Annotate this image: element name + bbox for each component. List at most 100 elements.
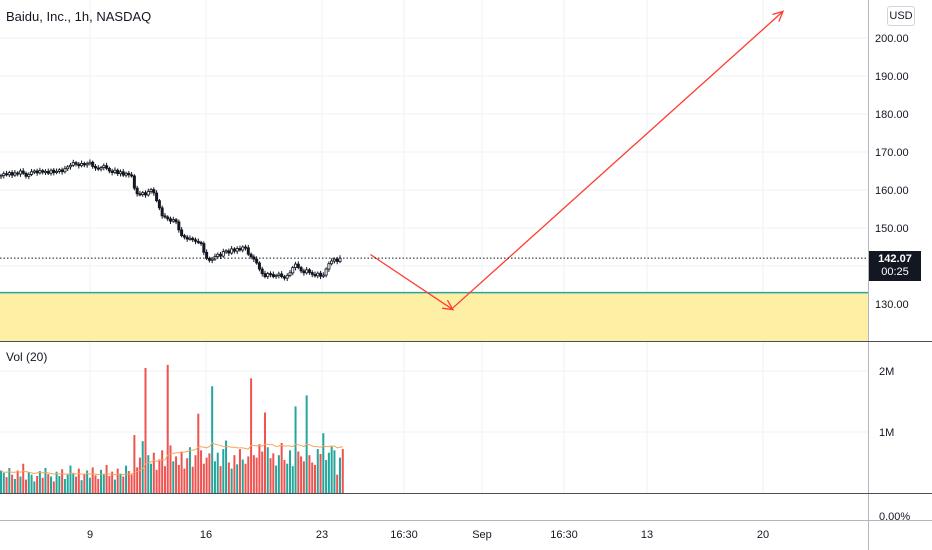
volume-bar: [30, 474, 33, 493]
candle-body: [71, 162, 75, 166]
volume-bar: [5, 477, 8, 493]
volume-bar: [197, 413, 200, 493]
volume-bar: [277, 455, 280, 493]
candle-body: [185, 236, 189, 240]
volume-bar: [191, 466, 194, 493]
candle-body: [294, 263, 298, 268]
volume-bar: [136, 467, 139, 493]
candle-body: [149, 189, 153, 192]
volume-bar: [55, 471, 58, 493]
candle-body: [130, 174, 134, 177]
candle-body: [296, 263, 300, 268]
volume-bar: [230, 468, 233, 493]
candle-body: [85, 163, 89, 166]
volume-bar: [219, 466, 222, 493]
candle-body: [57, 169, 61, 172]
volume-bar: [261, 451, 264, 493]
candle-body: [227, 250, 231, 254]
volume-bar: [311, 462, 314, 493]
candle-body: [91, 161, 95, 167]
volume-bar: [66, 474, 69, 493]
volume-bar: [105, 464, 108, 493]
candle-body: [118, 171, 122, 175]
volume-bar: [94, 475, 97, 493]
candle-body: [249, 253, 253, 258]
candle-body: [238, 248, 242, 251]
volume-bar: [205, 457, 208, 493]
candle-body: [246, 247, 250, 255]
time-tick-label: 16:30: [390, 529, 418, 541]
volume-bar: [16, 470, 19, 493]
candle-body: [288, 272, 292, 276]
volume-bar: [83, 474, 86, 493]
candle-body: [96, 167, 100, 170]
volume-bar: [102, 474, 105, 493]
symbol-title: Baidu, Inc., 1h, NASDAQ: [6, 9, 152, 24]
candle-body: [102, 165, 106, 168]
candle-body: [221, 251, 225, 257]
candle-body: [63, 168, 67, 173]
candle-body: [55, 170, 59, 173]
candle-body: [235, 248, 239, 252]
volume-bar: [25, 479, 28, 493]
volume-bar: [77, 468, 80, 493]
price-tick-label: 130.00: [875, 299, 909, 311]
volume-bar: [119, 473, 122, 493]
candle-body: [32, 170, 36, 173]
volume-bar: [111, 471, 114, 493]
time-tick-label: Sep: [472, 529, 492, 541]
candle-body: [219, 253, 223, 257]
candle-body: [160, 207, 164, 217]
candle-body: [166, 216, 170, 220]
volume-ma-line: [0, 442, 343, 476]
candle-body: [182, 235, 186, 238]
price-tick-label: 160.00: [875, 185, 909, 197]
volume-bar: [269, 458, 272, 493]
candle-body: [244, 246, 248, 249]
price-tick-label: 150.00: [875, 223, 909, 235]
last-price-tag: 142.07 00:25: [869, 251, 921, 281]
time-tick-label: 16: [200, 529, 212, 541]
axis-labels: 130.00140.00150.00160.00170.00180.00190.…: [87, 33, 910, 541]
volume-bar: [241, 459, 244, 493]
volume-bar: [144, 367, 147, 493]
candle-body: [327, 263, 331, 270]
candle-body: [113, 169, 117, 173]
candle-body: [241, 246, 245, 251]
volume-bar: [297, 451, 300, 493]
time-tick-label: 16:30: [550, 529, 578, 541]
volume-bar: [27, 472, 30, 493]
candle-body: [141, 192, 145, 195]
price-tick-label: 200.00: [875, 33, 909, 45]
volume-bar: [147, 455, 150, 493]
candle-body: [319, 272, 323, 277]
candle-body: [7, 172, 11, 176]
volume-bar: [158, 459, 161, 493]
candle-body: [2, 173, 6, 176]
candle-body: [321, 274, 325, 277]
volume-bar: [58, 475, 61, 493]
volume-bar: [169, 445, 172, 493]
candle-body: [135, 187, 139, 195]
candle-body: [216, 253, 220, 257]
volume-bar: [188, 447, 191, 493]
volume-bar: [339, 457, 341, 493]
trend-arrow-2: [452, 10, 784, 309]
candle-body: [35, 170, 39, 174]
volume-bar: [47, 474, 50, 493]
volume-bar: [183, 468, 186, 493]
volume-bar: [327, 452, 330, 493]
volume-bar: [113, 479, 116, 493]
trend-arrow-head-1: [442, 299, 455, 311]
bar-countdown: 00:25: [881, 266, 909, 278]
currency-button[interactable]: USD: [887, 6, 915, 26]
candle-body: [313, 273, 317, 277]
volume-bar: [0, 470, 2, 493]
candle-body: [299, 267, 303, 272]
volume-pane: [0, 364, 344, 493]
candle-body: [255, 258, 259, 264]
volume-bar: [291, 466, 294, 493]
candle-body: [107, 167, 111, 172]
